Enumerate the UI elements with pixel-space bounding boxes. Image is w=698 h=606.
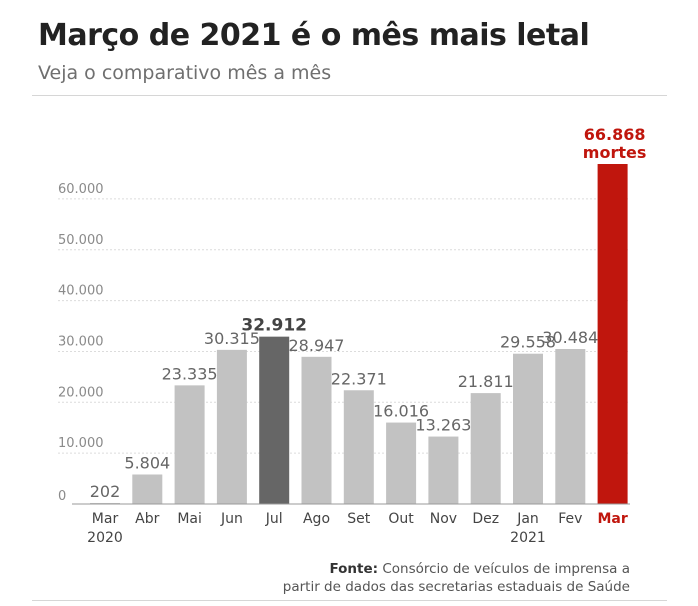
x-tick-label: Mai — [177, 511, 202, 527]
source-line-2: partir de dados das secretarias estaduai… — [282, 579, 630, 595]
bar-chart: 0 10.000 20.000 30.000 40.000 50.000 60.000 202… — [58, 125, 647, 546]
value-label: 16.016 — [373, 402, 429, 421]
bar — [90, 502, 120, 504]
value-label: 66.868 — [584, 125, 646, 144]
bar — [132, 474, 163, 504]
chart-subtitle: Veja o comparativo mês a mês — [38, 62, 332, 84]
value-label: 32.912 — [241, 316, 307, 336]
x-tick-label: Jun — [220, 511, 243, 527]
value-label: 22.371 — [331, 369, 387, 388]
x-tick-sublabel: 2021 — [510, 530, 546, 546]
bar — [513, 353, 543, 504]
source-line-1: Consórcio de veículos de imprensa a — [382, 561, 630, 577]
x-tick-label: Set — [347, 511, 371, 527]
bar — [386, 422, 417, 504]
bar — [470, 393, 501, 504]
value-label: 29.558 — [500, 333, 556, 352]
value-label: 5.804 — [124, 453, 170, 472]
value-label: 30.315 — [204, 329, 260, 348]
y-tick-label: 30.000 — [58, 334, 104, 349]
y-tick-label: 60.000 — [58, 182, 104, 197]
chart-title: Março de 2021 é o mês mais letal — [38, 18, 590, 53]
bar — [174, 385, 205, 504]
bar — [259, 336, 290, 504]
bottom-divider — [32, 600, 667, 601]
y-tick-label: 0 — [58, 489, 66, 504]
x-tick-label: Mar — [597, 511, 627, 527]
bar — [597, 164, 628, 504]
source-note: Fonte: Consórcio de veículos de imprensa… — [283, 560, 630, 596]
value-label: 13.263 — [415, 416, 471, 435]
value-label: 23.335 — [162, 364, 218, 383]
x-tick-label: Jan — [516, 511, 539, 527]
value-label: 30.484 — [542, 328, 598, 347]
bar — [555, 348, 586, 504]
x-tick-label: Nov — [430, 511, 457, 527]
value-label: 202 — [90, 482, 121, 501]
x-tick-label: Jul — [265, 511, 283, 527]
x-tick-label: Out — [388, 511, 414, 527]
x-tick-label: Fev — [558, 511, 582, 527]
bar — [216, 349, 247, 504]
value-label: 21.811 — [458, 372, 514, 391]
source-label: Fonte: — [329, 561, 379, 577]
value-label: 28.947 — [289, 336, 345, 355]
x-tick-label: Ago — [303, 511, 330, 527]
value-label-unit: mortes — [583, 143, 647, 162]
y-tick-label: 50.000 — [58, 233, 104, 248]
y-tick-label: 10.000 — [58, 436, 104, 451]
x-tick-label: Abr — [135, 511, 159, 527]
x-tick-sublabel: 2020 — [87, 530, 123, 546]
y-tick-label: 40.000 — [58, 284, 104, 299]
bar — [343, 390, 374, 504]
bar — [428, 436, 459, 504]
bar — [301, 356, 332, 504]
x-tick-label: Dez — [472, 511, 499, 527]
top-divider — [32, 95, 667, 96]
x-tick-label: Mar — [92, 511, 119, 527]
y-tick-label: 20.000 — [58, 385, 104, 400]
